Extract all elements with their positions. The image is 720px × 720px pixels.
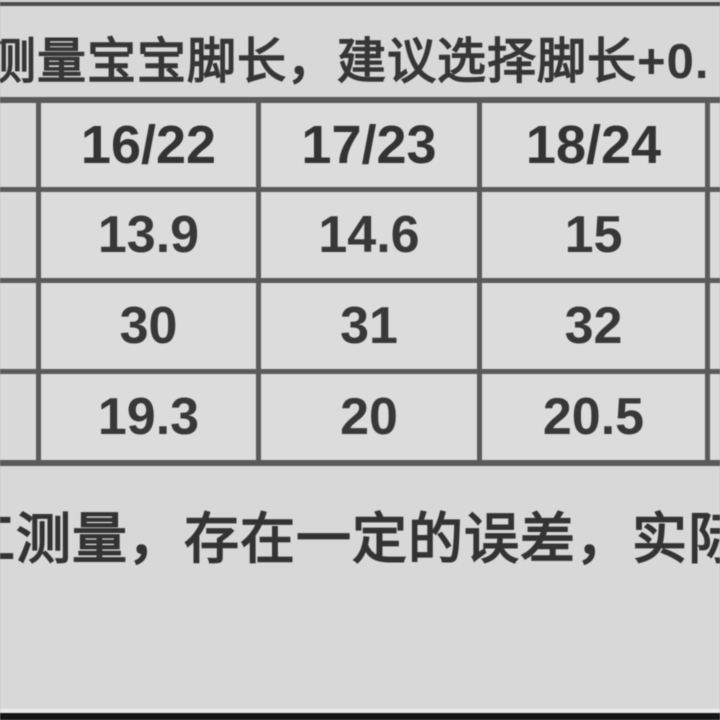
table-cell-clipped [710,192,720,278]
top-divider-line [0,2,720,6]
table-cell: 31 [261,283,477,369]
table-row-label-cell-clipped [0,374,36,460]
table-cell-clipped [710,374,720,460]
table-cell: 14.6 [261,192,477,278]
bottom-light-strip [0,709,720,713]
table-cell-clipped [710,283,720,369]
table-cell: 32 [482,283,705,369]
table-cell: 19.3 [41,374,256,460]
measurement-disclaimer-note: 工测量，存在一定的误差，实际情 [0,508,720,570]
table-row-label-cell-clipped [0,283,36,369]
table-cell: 30 [41,283,256,369]
table-cell: 15 [482,192,705,278]
table-row-label-cell-clipped [0,192,36,278]
table-row-label-cell-clipped [0,103,36,187]
size-table: 16/22 17/23 18/24 13.9 14.6 15 30 31 32 … [0,97,720,466]
table-cell: 20 [261,374,477,460]
table-cell: 13.9 [41,192,256,278]
table-cell: 20.5 [482,374,705,460]
size-header-cell: 16/22 [41,103,256,187]
size-header-cell: 18/24 [482,103,705,187]
size-guide-note: 测量宝宝脚长，建议选择脚长+0. [0,35,710,89]
size-header-cell: 17/23 [261,103,477,187]
bottom-black-bar [0,713,720,720]
size-header-cell-clipped [710,103,720,187]
